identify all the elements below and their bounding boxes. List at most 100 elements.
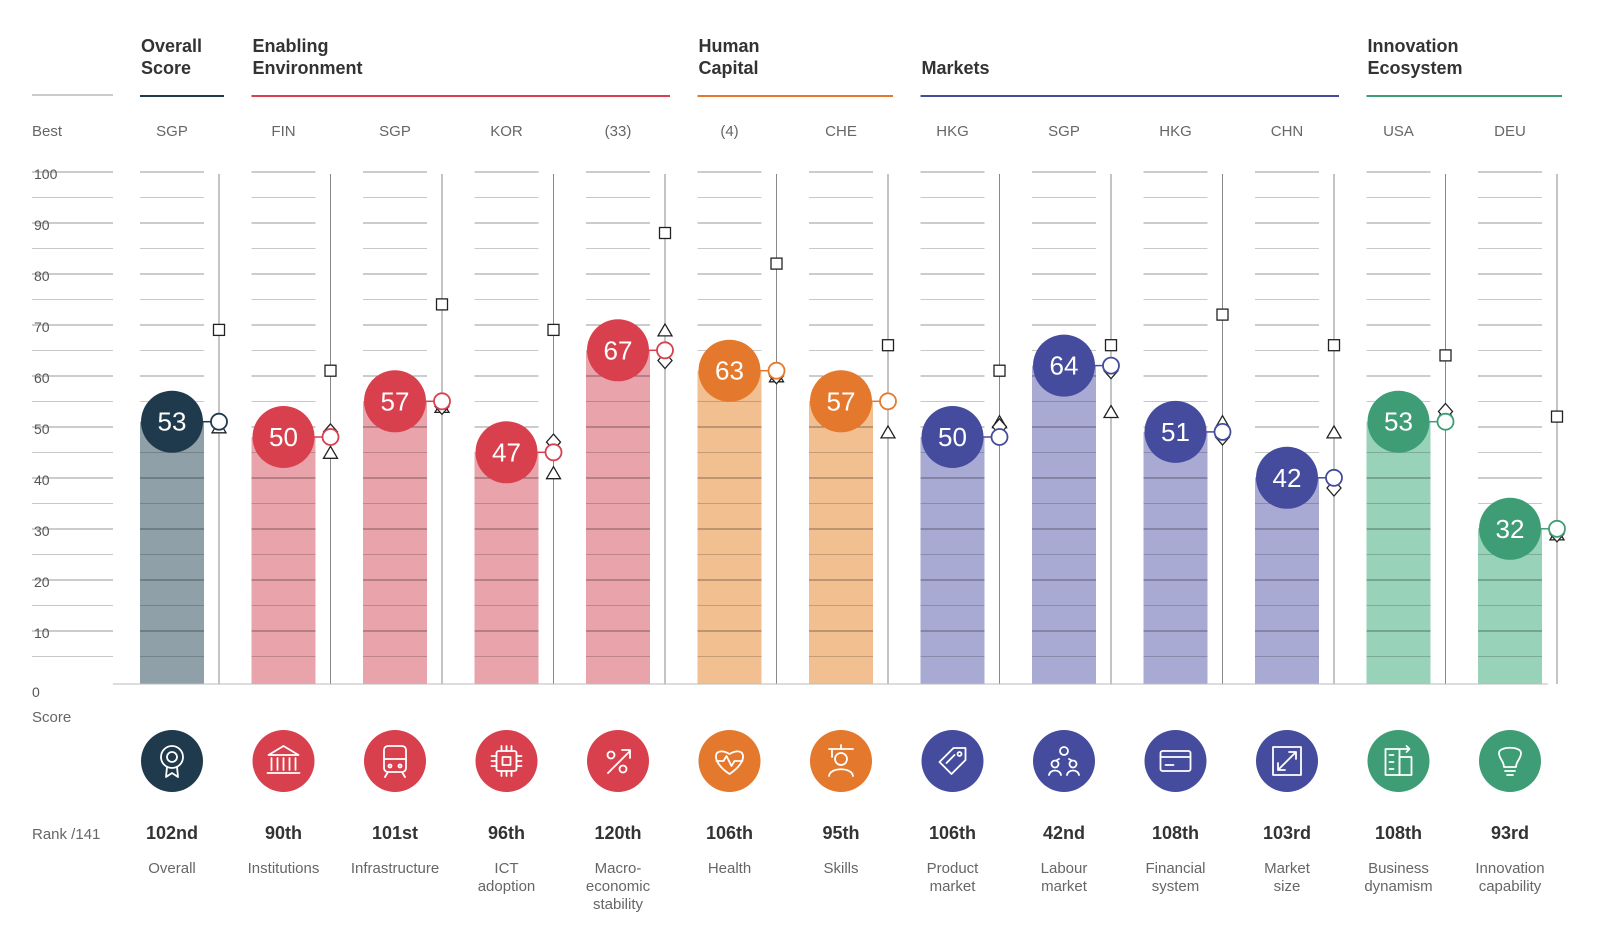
score-circle-marker (1436, 412, 1455, 431)
pillar-name: capability (1479, 878, 1542, 895)
award-icon (141, 730, 203, 792)
icon-disc (1144, 730, 1207, 792)
icon-stroke (1059, 746, 1069, 756)
score-circle-marker (544, 443, 563, 462)
y-tick-label: 30 (34, 523, 50, 539)
score-value-label: 42 (1273, 463, 1302, 493)
pillar-name: dynamism (1364, 878, 1432, 895)
icon-disc (475, 730, 538, 792)
score-bubble (587, 319, 649, 382)
score-value-label: 57 (381, 386, 410, 416)
rank-label: 106th (929, 823, 976, 843)
score-bubble (475, 421, 538, 484)
best-square-marker (993, 364, 1006, 377)
icon-stroke (945, 754, 956, 764)
rank-label: 108th (1152, 823, 1199, 843)
score-bubble (1256, 446, 1318, 509)
icon-stroke (1398, 756, 1413, 776)
score-value-label: 64 (1050, 351, 1079, 381)
best-economy-label: (33) (605, 123, 632, 140)
pillar-name: Product (927, 860, 980, 877)
rank-label: 106th (706, 823, 753, 843)
score-bar (697, 370, 762, 684)
graduate-icon (810, 730, 872, 792)
icon-stroke (1050, 759, 1060, 769)
pillar-name: Macro- (595, 860, 642, 877)
score-bar (586, 350, 650, 684)
score-bar (1255, 477, 1319, 684)
icon-stroke (165, 766, 179, 778)
score-circle-marker (656, 341, 674, 360)
best-square-marker (1550, 410, 1564, 423)
rank-row-label: Rank /141 (32, 826, 100, 843)
best-economy-label: KOR (490, 123, 523, 140)
icon-disc (1033, 730, 1095, 792)
pillar-column: SGP 53 102nd Overall (140, 123, 228, 877)
y-tick-label: 100 (34, 166, 58, 182)
best-row-label: Best (32, 123, 63, 140)
best-economy-label: FIN (271, 123, 295, 140)
icon-stroke (387, 763, 393, 769)
triangle-marker (1102, 404, 1120, 419)
best-square-marker (547, 323, 560, 337)
institution-icon (252, 730, 315, 792)
pillar-name: Skills (823, 860, 858, 877)
score-value-label: 53 (1384, 407, 1413, 437)
icon-stroke (715, 750, 744, 775)
y-tick-label: 50 (34, 421, 50, 437)
score-bubble (1033, 334, 1095, 397)
score-circle-marker (879, 392, 897, 411)
tag-icon (921, 730, 984, 792)
rank-label: 102nd (146, 823, 198, 843)
icon-disc (141, 730, 203, 792)
icon-stroke (1272, 746, 1302, 776)
score-bar (809, 401, 873, 684)
score-bubble (252, 406, 315, 468)
score-bubble (141, 390, 203, 453)
triangle-marker (656, 322, 674, 337)
score-value-label: 57 (827, 386, 856, 416)
score-bubble (698, 339, 761, 402)
heart-icon (698, 730, 761, 792)
best-economy-label: (4) (720, 123, 738, 140)
chip-icon (475, 730, 538, 792)
group-title: Ecosystem (1368, 58, 1463, 78)
score-bar (1032, 365, 1096, 684)
pillar-name: stability (593, 896, 644, 913)
pillar-column: FIN 50 90th Institutions (248, 123, 340, 877)
score-bubble (1479, 497, 1541, 560)
score-value-label: 50 (938, 422, 967, 452)
pillar-name: economic (586, 878, 651, 895)
icon-stroke (1068, 759, 1078, 769)
y-tick-label: 70 (34, 319, 50, 335)
group-title: Score (141, 58, 191, 78)
icon-disc (810, 730, 872, 792)
icon-stroke (384, 771, 406, 778)
pillar-name: ICT (494, 860, 518, 877)
pillar-name: Health (708, 860, 751, 877)
group-title: Innovation (1368, 36, 1459, 56)
icon-stroke (715, 755, 744, 767)
pillar-name: market (930, 878, 977, 895)
pillar-name: Innovation (1475, 860, 1544, 877)
icon-stroke (1277, 751, 1297, 771)
icon-stroke (166, 751, 178, 763)
group-title: Overall (141, 36, 202, 56)
pillar-name: Market (1264, 860, 1311, 877)
rank-label: 42nd (1043, 823, 1085, 843)
score-value-label: 50 (269, 422, 298, 452)
best-square-marker (1327, 339, 1341, 352)
best-square-marker (1439, 349, 1452, 362)
best-square-marker (770, 257, 783, 270)
icon-stroke (956, 751, 963, 757)
score-bubble (1144, 400, 1207, 463)
icon-disc (1479, 730, 1541, 792)
